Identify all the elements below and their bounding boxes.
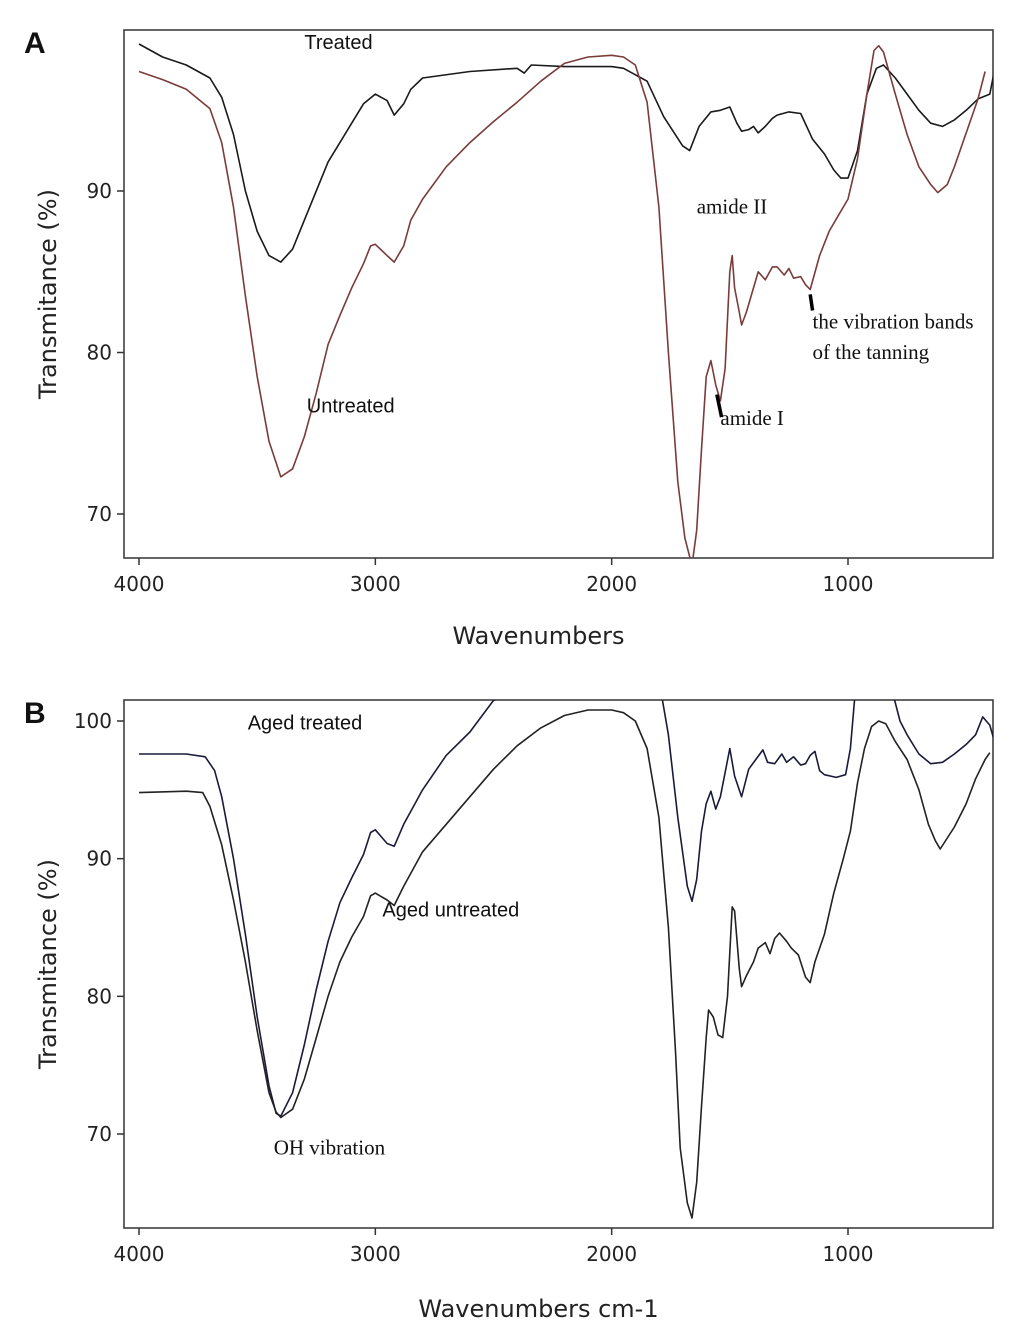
annotation-label: Untreated (307, 395, 395, 417)
y-tick-label: 90 (87, 179, 112, 203)
x-tick-label: 4000 (114, 1242, 165, 1266)
y-tick-label: 80 (87, 984, 112, 1008)
series-line-aged-untreated (138, 709, 991, 1219)
annotation-label: amide II (697, 195, 768, 219)
x-tick-label: 3000 (350, 572, 401, 596)
y-axis-title: Transmitance (%) (34, 859, 62, 1070)
y-tick-label: 80 (87, 341, 112, 365)
y-axis-title: Transmitance (%) (34, 189, 62, 400)
y-tick-label: 70 (87, 1122, 112, 1146)
x-tick-label: 3000 (350, 1242, 401, 1266)
annotation-pointer (715, 394, 724, 418)
annotation-label: the vibration bands (813, 309, 974, 333)
x-axis-title: Wavenumbers (452, 622, 624, 650)
panel-b: B 4000 3000 2000 1000 70 80 90 100 Wavenumbers cm… (24, 697, 994, 1323)
series-line-treated (138, 43, 993, 263)
plot-frame (123, 29, 994, 559)
x-tick-label: 1000 (823, 572, 874, 596)
x-tick-label: 2000 (586, 572, 637, 596)
panel-a: A 4000 3000 2000 1000 70 80 90 Wavenumbers Transm… (24, 27, 994, 650)
y-tick-label: 70 (87, 502, 112, 526)
series-line-untreated (138, 44, 986, 558)
annotation-label: amide I (720, 406, 784, 430)
y-tick-label: 90 (87, 847, 112, 871)
y-tick-label: 100 (74, 709, 112, 733)
panel-letter: B (24, 697, 46, 730)
x-tick-label: 4000 (114, 572, 165, 596)
x-tick-label: 2000 (586, 1242, 637, 1266)
series-line-aged-treated (139, 700, 993, 1117)
annotation-label: Aged untreated (382, 899, 519, 921)
plot-frame (123, 699, 994, 1229)
annotation-pointer (808, 294, 815, 311)
annotation-label: Treated (304, 32, 372, 54)
annotation-label: OH vibration (274, 1136, 386, 1160)
annotation-label: of the tanning (813, 340, 930, 364)
x-axis-title: Wavenumbers cm-1 (418, 1295, 658, 1323)
x-tick-label: 1000 (823, 1242, 874, 1266)
annotation-label: Aged treated (248, 712, 363, 734)
panel-letter: A (24, 27, 46, 60)
